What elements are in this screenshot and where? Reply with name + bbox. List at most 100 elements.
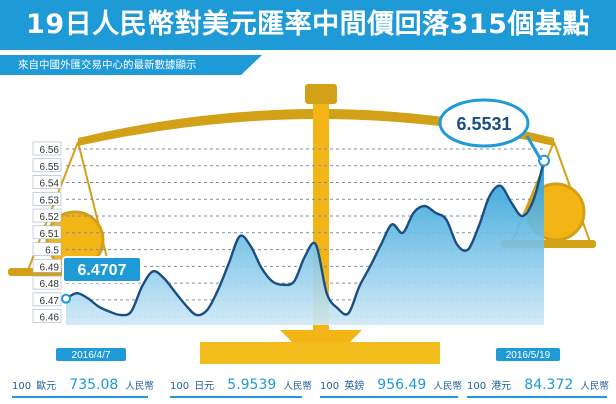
y-tick-box bbox=[32, 259, 62, 273]
rate-jpy-suffix: 人民幣 bbox=[283, 381, 312, 392]
data-point bbox=[510, 201, 513, 204]
data-point bbox=[173, 290, 176, 293]
data-point bbox=[217, 289, 219, 291]
rate-eur: 100 歐元 735.08 人民幣 bbox=[12, 374, 154, 394]
y-tick-label: 6.55 bbox=[40, 162, 60, 173]
data-point bbox=[369, 265, 371, 268]
data-point bbox=[108, 310, 111, 313]
start-point-marker bbox=[61, 293, 71, 304]
subtitle-bar bbox=[0, 55, 262, 75]
end-callout: 6.5531 bbox=[438, 98, 543, 161]
y-tick-box bbox=[32, 292, 62, 307]
reference-rates-footer: 100 歐元 735.08 人民幣 100 日元 5.9539 人民幣 100 … bbox=[0, 374, 616, 404]
y-tick-box bbox=[32, 208, 62, 223]
data-point bbox=[488, 195, 491, 197]
data-point bbox=[401, 232, 404, 234]
rate-jpy-underline bbox=[170, 396, 302, 398]
data-point bbox=[412, 211, 415, 214]
rate-eur-value: 735.08 bbox=[69, 377, 119, 393]
y-tick-box bbox=[32, 191, 62, 206]
rate-hkd-underline bbox=[467, 396, 607, 398]
data-point bbox=[76, 292, 78, 294]
data-point bbox=[271, 280, 274, 283]
data-point bbox=[304, 255, 306, 258]
y-tick-box bbox=[32, 158, 62, 173]
rate-gbp-suffix: 人民幣 bbox=[433, 381, 462, 392]
rate-eur-suffix: 人民幣 bbox=[125, 381, 154, 392]
y-tick-label: 6.56 bbox=[40, 145, 60, 156]
exchange-rate-chart: 6.56 6.55 6.54 6.53 6.52 6.51 6.5 6.49 6.48 6.47 6… bbox=[8, 84, 596, 364]
rate-gbp-unit: 100 bbox=[320, 381, 340, 392]
data-point bbox=[228, 262, 230, 264]
y-tick-box bbox=[32, 141, 62, 156]
scale-left-string-2 bbox=[77, 141, 111, 271]
y-tick-box bbox=[32, 225, 62, 240]
rate-hkd-suffix: 人民幣 bbox=[580, 381, 609, 392]
subtitle-text: 來自中國外匯交易中心的最新數據顯示 bbox=[18, 59, 197, 71]
y-tick-box bbox=[32, 175, 62, 189]
start-value-box bbox=[62, 256, 142, 283]
rate-eur-underline bbox=[12, 396, 148, 398]
y-tick-label: 6.54 bbox=[40, 179, 60, 190]
x-start-label-box bbox=[56, 348, 126, 361]
rate-hkd: 100 港元 84.372 人民幣 bbox=[467, 374, 609, 394]
page-title: 19日人民幣對美元匯率中間價回落315個基點 bbox=[26, 9, 590, 40]
rate-eur-unit: 100 bbox=[12, 381, 32, 392]
rate-hkd-value: 84.372 bbox=[524, 377, 574, 393]
data-point bbox=[130, 310, 132, 313]
data-point bbox=[521, 215, 524, 217]
start-callout: 6.4707 bbox=[62, 256, 142, 283]
data-point bbox=[445, 218, 448, 221]
y-tick-label: 6.5 bbox=[45, 246, 59, 257]
rate-eur-currency: 歐元 bbox=[36, 381, 57, 392]
data-point bbox=[162, 277, 165, 279]
y-tick-box bbox=[32, 275, 62, 290]
data-point bbox=[467, 248, 469, 251]
rate-gbp-value: 956.49 bbox=[377, 377, 427, 393]
data-point bbox=[391, 223, 393, 226]
data-point bbox=[532, 200, 534, 202]
data-point bbox=[141, 285, 143, 288]
data-point bbox=[249, 245, 252, 248]
data-point bbox=[282, 283, 285, 286]
x-end-label: 2016/5/19 bbox=[506, 350, 551, 361]
data-point bbox=[260, 267, 263, 269]
y-tick-label: 6.49 bbox=[40, 262, 60, 273]
y-tick-label: 6.51 bbox=[40, 229, 60, 240]
end-value-bubble bbox=[438, 98, 530, 148]
data-point bbox=[478, 225, 480, 227]
rate-hkd-currency: 港元 bbox=[491, 381, 512, 392]
y-tick-label: 6.52 bbox=[40, 212, 60, 223]
rate-gbp-underline bbox=[320, 396, 458, 398]
data-point bbox=[423, 205, 426, 207]
data-point bbox=[499, 185, 502, 187]
data-point bbox=[347, 312, 350, 315]
data-point bbox=[336, 307, 339, 310]
data-point bbox=[380, 243, 382, 246]
data-point bbox=[86, 297, 89, 299]
end-value-label: 6.5531 bbox=[456, 114, 511, 134]
y-tick-label: 6.48 bbox=[40, 279, 60, 290]
data-point bbox=[119, 314, 122, 316]
rate-hkd-unit: 100 bbox=[467, 381, 487, 392]
rate-jpy-currency: 日元 bbox=[194, 381, 215, 392]
x-end-label-box bbox=[496, 348, 560, 361]
y-tick-label: 6.53 bbox=[40, 195, 60, 206]
end-callout-pointer bbox=[525, 135, 543, 161]
y-tick-box bbox=[32, 309, 62, 323]
data-point bbox=[184, 304, 187, 306]
rate-gbp: 100 英鎊 956.49 人民幣 bbox=[320, 374, 462, 394]
scale-pillar-cap bbox=[305, 84, 337, 104]
start-value-label: 6.4707 bbox=[78, 262, 127, 279]
data-point bbox=[456, 243, 458, 246]
rate-gbp-currency: 英鎊 bbox=[344, 381, 365, 392]
data-point bbox=[206, 309, 209, 311]
rate-jpy-value: 5.9539 bbox=[227, 377, 277, 393]
y-tick-box bbox=[32, 242, 62, 256]
data-point bbox=[434, 211, 437, 214]
scale-beam bbox=[78, 109, 554, 146]
data-point bbox=[152, 270, 154, 273]
data-point bbox=[315, 243, 317, 246]
rate-area bbox=[66, 160, 544, 325]
title-banner bbox=[0, 0, 616, 50]
